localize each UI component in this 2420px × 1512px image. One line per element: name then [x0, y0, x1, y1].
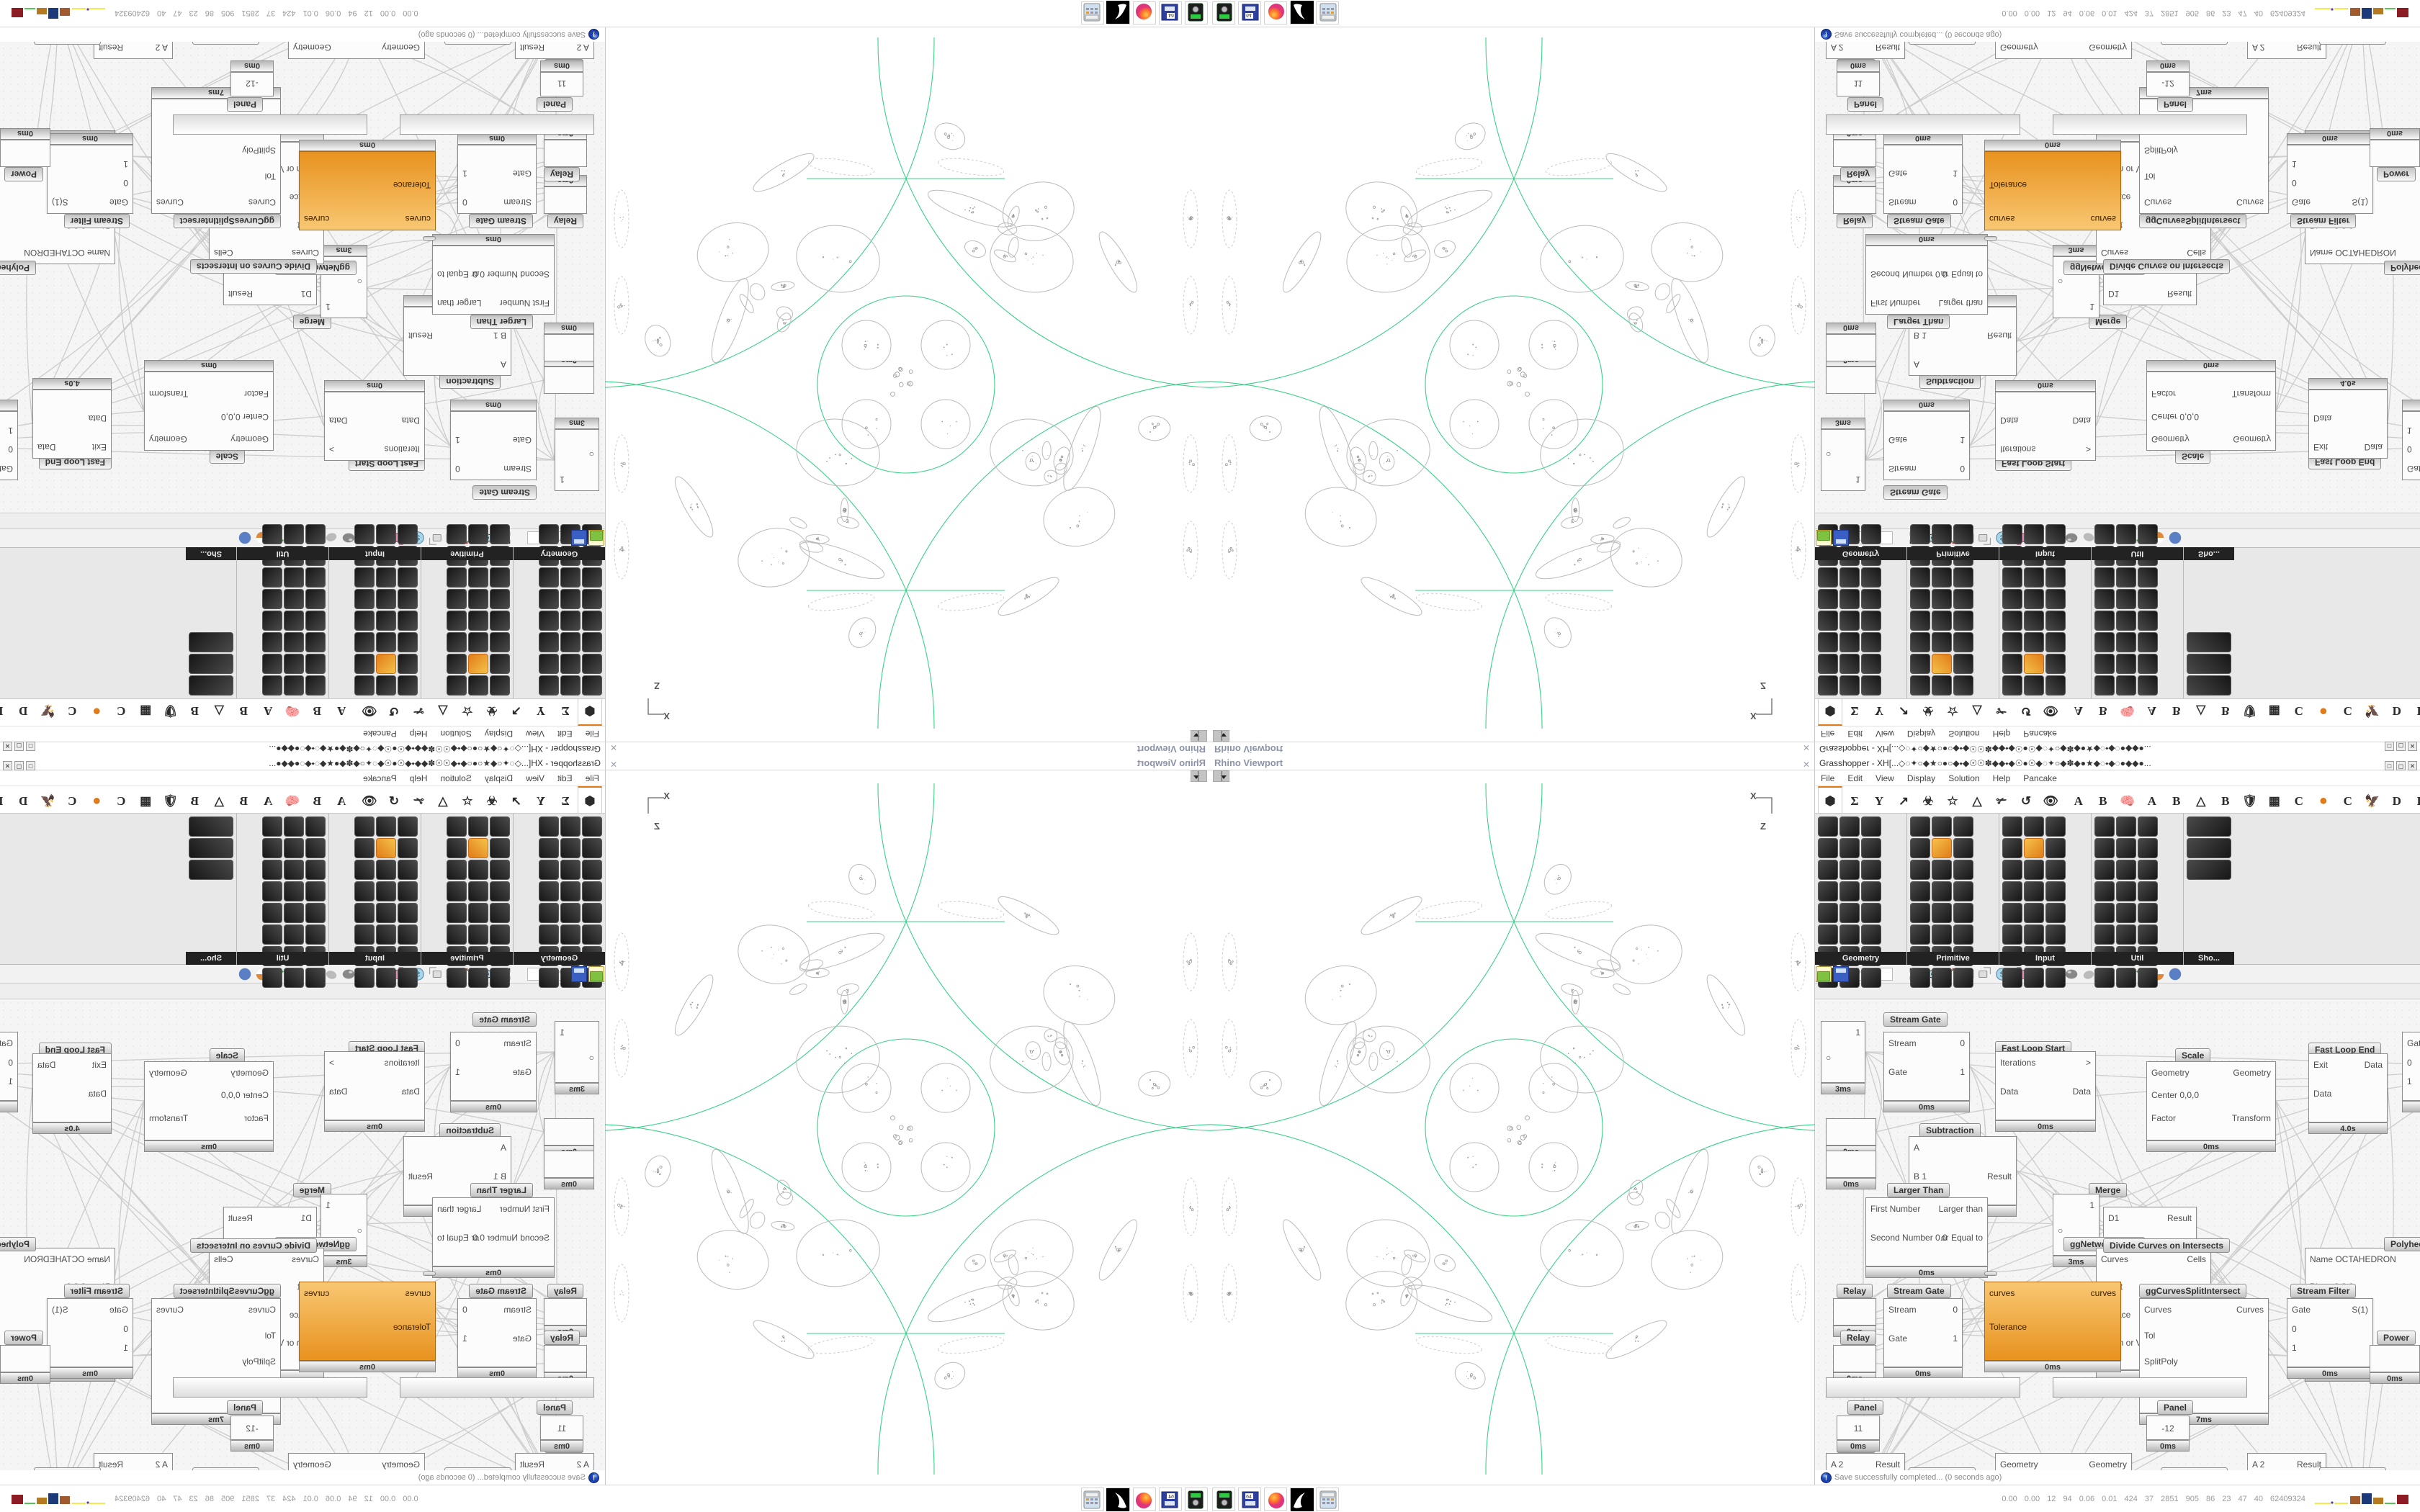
svg-text:!: ! [1825, 1475, 1827, 1482]
svg-text:64: 64 [1246, 12, 1252, 17]
svg-text:!: ! [593, 30, 595, 37]
svg-text:64: 64 [1168, 12, 1174, 17]
svg-text:!: ! [1825, 30, 1827, 37]
svg-text:!: ! [593, 1475, 595, 1482]
svg-text:64: 64 [1246, 1495, 1252, 1500]
svg-text:64: 64 [1168, 1495, 1174, 1500]
